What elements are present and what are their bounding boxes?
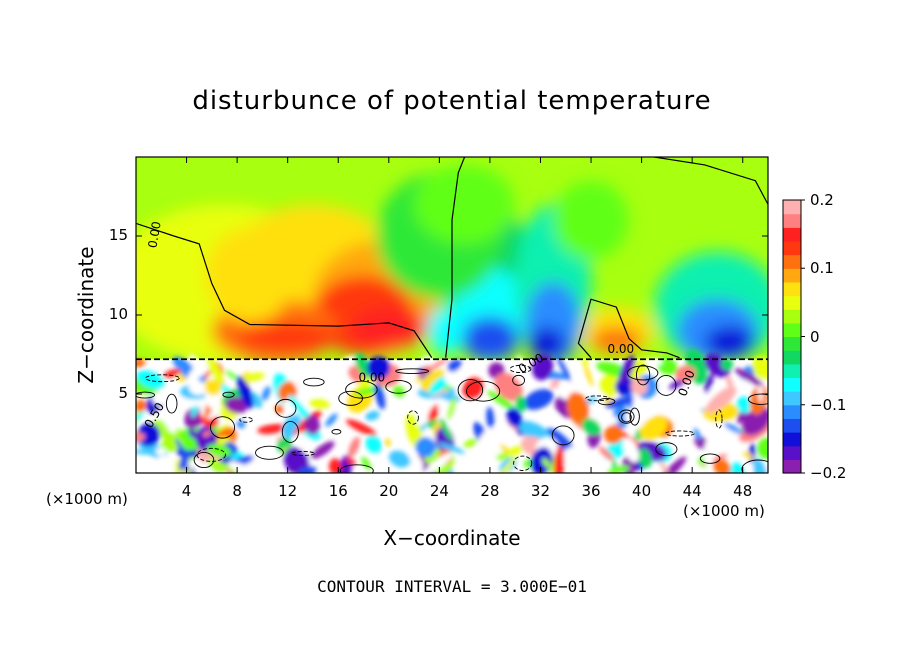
y-tick-label: 15 xyxy=(108,226,128,244)
colorbar-swatch xyxy=(783,281,801,297)
colorbar-swatch xyxy=(783,459,801,474)
colorbar-swatch xyxy=(783,336,801,351)
colorbar-swatch xyxy=(783,377,801,392)
x-tick-label: 28 xyxy=(480,482,500,500)
contour-label: 0.00 xyxy=(145,220,163,249)
chart-title: disturbunce of potential temperature xyxy=(192,86,712,116)
colorbar-swatch xyxy=(783,295,801,310)
y-tick-label: 10 xyxy=(108,305,128,323)
colorbar-swatch xyxy=(783,418,801,433)
contour-lines xyxy=(136,157,768,473)
x-tick-label: 12 xyxy=(278,482,298,500)
colorbar-swatch xyxy=(783,363,801,379)
x-tick-label: 16 xyxy=(328,482,348,500)
colorbar-tick-label: −0.2 xyxy=(810,464,847,482)
x-tick-label: 44 xyxy=(682,482,702,500)
y-axis-label: Z−coordinate xyxy=(74,246,98,384)
colorbar-swatch xyxy=(783,391,801,406)
x-tick-label: 20 xyxy=(379,482,399,500)
colorbar-swatch xyxy=(783,404,801,419)
colorbar xyxy=(782,199,805,474)
colorbar-swatch xyxy=(783,322,801,338)
y-tick-label: 5 xyxy=(118,384,128,402)
colorbar-swatch xyxy=(783,213,801,228)
x-tick-label: 8 xyxy=(232,482,242,500)
colorbar-tick-label: 0 xyxy=(810,327,820,346)
x-tick-label: 40 xyxy=(632,482,652,500)
axis-ticks xyxy=(136,157,768,473)
colorbar-swatch xyxy=(783,254,801,269)
lower-field xyxy=(136,349,768,473)
colorbar-swatch xyxy=(783,350,801,365)
x-axis-label: X−coordinate xyxy=(383,526,521,550)
plot-area: 0.000.000.000.000.500.00 xyxy=(136,157,768,473)
colorbar-swatch xyxy=(783,309,801,324)
x-unit-left: (×1000 m) xyxy=(46,490,128,508)
colorbar-tick-label: −0.1 xyxy=(810,395,847,414)
contour-interval-note: CONTOUR INTERVAL = 3.000E−01 xyxy=(317,577,587,596)
x-tick-label: 4 xyxy=(181,482,192,500)
contour-label: 0.00 xyxy=(358,370,385,384)
colorbar-tick-label: 0.2 xyxy=(810,191,834,209)
colorbar-tick-label: 0.1 xyxy=(810,259,834,278)
upper-field xyxy=(136,164,768,364)
colorbar-swatch xyxy=(783,268,801,283)
colorbar-swatch xyxy=(783,240,801,256)
x-tick-label: 36 xyxy=(581,482,601,500)
contour-label: 0.00 xyxy=(607,342,634,356)
colorbar-swatch xyxy=(783,227,801,242)
x-tick-label: 24 xyxy=(429,482,449,500)
x-tick-label: 32 xyxy=(530,482,551,500)
colorbar-swatch xyxy=(783,200,801,215)
x-unit-right: (×1000 m) xyxy=(683,502,765,520)
colorbar-swatch xyxy=(783,445,801,460)
x-tick-label: 48 xyxy=(733,482,753,500)
colorbar-swatch xyxy=(783,432,801,447)
